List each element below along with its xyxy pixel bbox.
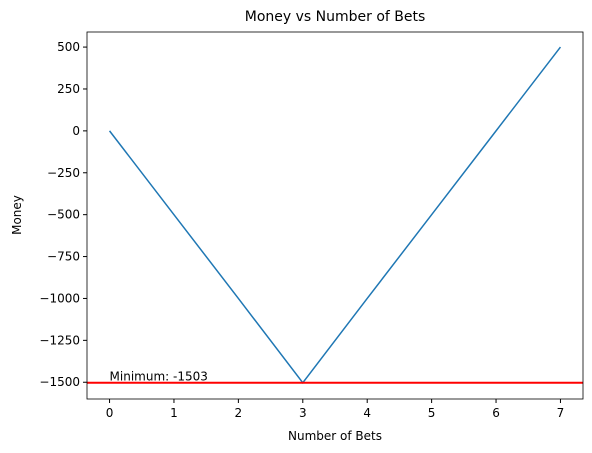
y-tick-label: −1000	[39, 291, 80, 305]
line	[108, 46, 562, 384]
y-tick-label: −750	[47, 250, 80, 264]
x-axis-label: Number of Bets	[288, 429, 382, 443]
y-tick-label: 500	[57, 40, 80, 54]
annotation: Minimum: -1503	[110, 370, 208, 384]
x-tick-label: 3	[299, 406, 307, 420]
y-tick-label: −1250	[39, 333, 80, 347]
x-tick-label: 1	[170, 406, 178, 420]
x-tick-label: 2	[235, 406, 243, 420]
y-tick-label: 250	[57, 82, 80, 96]
chart-title: Money vs Number of Bets	[245, 9, 426, 25]
x-tick-label: 0	[106, 406, 114, 420]
y-axis-label: Money	[10, 195, 24, 235]
x-tick-label: 5	[428, 406, 436, 420]
y-tick-label: −500	[47, 208, 80, 222]
y-tick-label: 0	[72, 124, 80, 138]
x-tick-label: 4	[363, 406, 371, 420]
y-tick-label: −250	[47, 166, 80, 180]
x-tick-label: 7	[557, 406, 565, 420]
y-tick-label: −1500	[39, 375, 80, 389]
x-tick-label: 6	[492, 406, 500, 420]
plot-frame	[86, 31, 584, 400]
